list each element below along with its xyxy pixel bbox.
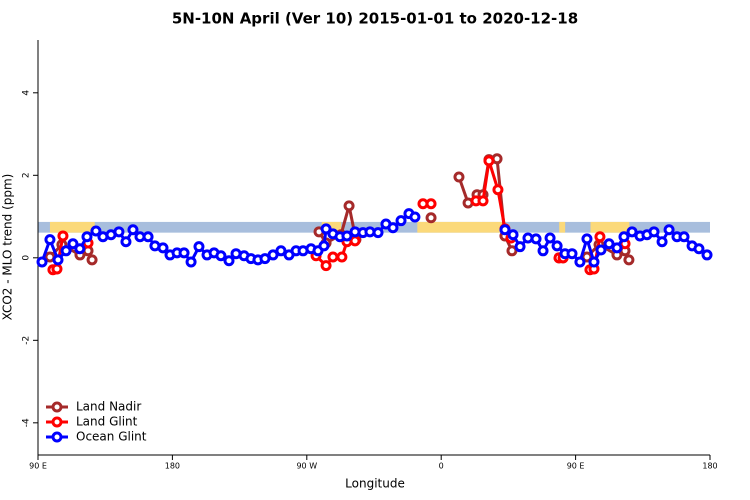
data-point (574, 256, 586, 268)
data-point (185, 256, 197, 268)
data-point (544, 232, 556, 244)
data-point (327, 251, 339, 263)
x-tick-label: 180 (702, 462, 717, 471)
data-point (349, 235, 361, 247)
data-point (530, 233, 542, 245)
data-point (648, 226, 660, 238)
data-point (409, 211, 421, 223)
data-point (223, 255, 235, 267)
data-point (506, 245, 518, 257)
data-point (623, 254, 635, 266)
land-span (49, 221, 95, 233)
data-point (178, 247, 190, 259)
y-tick-label: -2 (22, 336, 32, 345)
data-point (36, 256, 48, 268)
data-point (275, 245, 287, 257)
data-point (453, 171, 465, 183)
y-tick-label: 2 (22, 172, 32, 178)
data-point (86, 254, 98, 266)
data-point (514, 241, 526, 253)
data-point (142, 231, 154, 243)
data-point (611, 242, 623, 254)
data-point (425, 198, 437, 210)
data-point (52, 254, 64, 266)
land-span (321, 221, 342, 233)
data-point (594, 231, 606, 243)
x-tick-label: 90 E (567, 462, 585, 471)
reference-band (38, 221, 710, 233)
data-point (343, 200, 355, 212)
legend-marker (51, 401, 63, 413)
data-point (320, 223, 332, 235)
data-point (193, 241, 205, 253)
land-span (417, 221, 506, 233)
data-point (51, 263, 63, 275)
data-point (425, 212, 437, 224)
data-point (215, 250, 227, 262)
data-point (267, 249, 279, 261)
y-tick-label: 0 (22, 255, 32, 261)
data-point (44, 234, 56, 246)
data-point (483, 155, 495, 167)
legend-marker (51, 416, 63, 428)
x-tick-label: 180 (165, 462, 180, 471)
data-point (318, 240, 330, 252)
data-point (626, 226, 638, 238)
data-point (551, 240, 563, 252)
legend-label: Land Nadir (76, 400, 141, 414)
legend-label: Land Glint (76, 415, 138, 429)
data-point (693, 243, 705, 255)
data-point (678, 231, 690, 243)
data-point (566, 248, 578, 260)
data-point (537, 245, 549, 257)
data-point (120, 236, 132, 248)
data-point (663, 224, 675, 236)
data-point (477, 195, 489, 207)
x-tick-label: 90 E (29, 462, 47, 471)
data-point (320, 260, 332, 272)
data-point (588, 256, 600, 268)
data-point (603, 238, 615, 250)
data-point (618, 231, 630, 243)
data-point (492, 184, 504, 196)
data-point (74, 243, 86, 255)
data-point (81, 231, 93, 243)
data-point (113, 226, 125, 238)
data-point (656, 236, 668, 248)
x-axis-label: Longitude (345, 477, 405, 491)
legend-marker (51, 431, 63, 443)
data-point (336, 251, 348, 263)
data-point (372, 227, 384, 239)
data-point (259, 253, 271, 265)
y-axis-label: XCO2 - MLO trend (ppm) (1, 174, 15, 321)
land-span (559, 221, 566, 233)
data-point (67, 238, 79, 250)
data-point (581, 233, 593, 245)
data-point (499, 224, 511, 236)
chart-title: 5N-10N April (Ver 10) 2015-01-01 to 2020… (172, 10, 578, 28)
data-point (157, 242, 169, 254)
data-point (57, 230, 69, 242)
data-point (507, 229, 519, 241)
data-point (701, 249, 713, 261)
x-tick-label: 90 W (296, 462, 317, 471)
y-tick-label: 4 (22, 90, 32, 96)
land-span (590, 221, 630, 233)
x-tick-label: 0 (439, 462, 444, 471)
data-point (341, 230, 353, 242)
data-point (395, 215, 407, 227)
data-point (595, 244, 607, 256)
data-point (90, 225, 102, 237)
legend-label: Ocean Glint (76, 430, 147, 444)
data-point (60, 245, 72, 257)
y-tick-label: -4 (22, 418, 32, 427)
data-point (387, 222, 399, 234)
data-point (127, 224, 139, 236)
